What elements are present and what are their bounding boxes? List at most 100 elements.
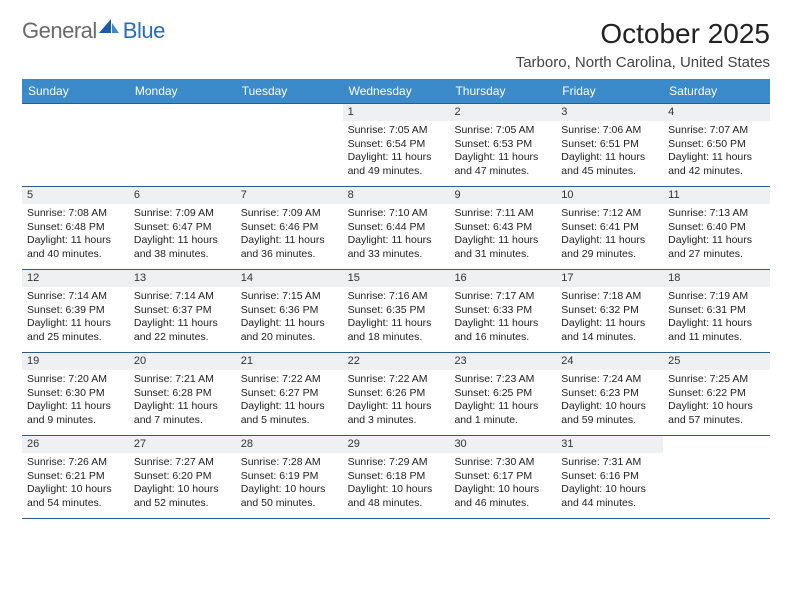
day-number: 11 [663,187,770,204]
day-details: Sunrise: 7:12 AMSunset: 6:41 PMDaylight:… [556,204,663,267]
day-details: Sunrise: 7:24 AMSunset: 6:23 PMDaylight:… [556,370,663,433]
weekday-header: Wednesday [343,79,450,103]
page-header: General Blue October 2025 Tarboro, North… [22,18,770,71]
calendar-day-cell: 14Sunrise: 7:15 AMSunset: 6:36 PMDayligh… [236,270,343,352]
day-number: 18 [663,270,770,287]
day-details: Sunrise: 7:25 AMSunset: 6:22 PMDaylight:… [663,370,770,433]
day-details: Sunrise: 7:11 AMSunset: 6:43 PMDaylight:… [449,204,556,267]
day-details: Sunrise: 7:29 AMSunset: 6:18 PMDaylight:… [343,453,450,516]
day-details: Sunrise: 7:19 AMSunset: 6:31 PMDaylight:… [663,287,770,350]
day-details: Sunrise: 7:21 AMSunset: 6:28 PMDaylight:… [129,370,236,433]
day-details: Sunrise: 7:28 AMSunset: 6:19 PMDaylight:… [236,453,343,516]
calendar-day-cell: 21Sunrise: 7:22 AMSunset: 6:27 PMDayligh… [236,353,343,435]
day-number: 9 [449,187,556,204]
calendar-empty-cell [663,436,770,518]
day-details: Sunrise: 7:07 AMSunset: 6:50 PMDaylight:… [663,121,770,184]
calendar-grid: SundayMondayTuesdayWednesdayThursdayFrid… [22,79,770,519]
calendar-day-cell: 7Sunrise: 7:09 AMSunset: 6:46 PMDaylight… [236,187,343,269]
day-number: 29 [343,436,450,453]
day-details: Sunrise: 7:18 AMSunset: 6:32 PMDaylight:… [556,287,663,350]
day-number: 26 [22,436,129,453]
calendar-day-cell: 22Sunrise: 7:22 AMSunset: 6:26 PMDayligh… [343,353,450,435]
day-number: 22 [343,353,450,370]
calendar-day-cell: 3Sunrise: 7:06 AMSunset: 6:51 PMDaylight… [556,104,663,186]
calendar-week-row: 19Sunrise: 7:20 AMSunset: 6:30 PMDayligh… [22,353,770,436]
calendar-week-row: 1Sunrise: 7:05 AMSunset: 6:54 PMDaylight… [22,103,770,187]
day-details: Sunrise: 7:09 AMSunset: 6:47 PMDaylight:… [129,204,236,267]
day-details: Sunrise: 7:06 AMSunset: 6:51 PMDaylight:… [556,121,663,184]
calendar-day-cell: 16Sunrise: 7:17 AMSunset: 6:33 PMDayligh… [449,270,556,352]
day-details: Sunrise: 7:27 AMSunset: 6:20 PMDaylight:… [129,453,236,516]
calendar-day-cell: 31Sunrise: 7:31 AMSunset: 6:16 PMDayligh… [556,436,663,518]
weekday-header: Sunday [22,79,129,103]
day-number: 10 [556,187,663,204]
logo-text-general: General [22,18,97,44]
day-details: Sunrise: 7:16 AMSunset: 6:35 PMDaylight:… [343,287,450,350]
calendar-header-row: SundayMondayTuesdayWednesdayThursdayFrid… [22,79,770,103]
calendar-day-cell: 2Sunrise: 7:05 AMSunset: 6:53 PMDaylight… [449,104,556,186]
month-title: October 2025 [516,18,770,50]
calendar-day-cell: 9Sunrise: 7:11 AMSunset: 6:43 PMDaylight… [449,187,556,269]
calendar-day-cell: 26Sunrise: 7:26 AMSunset: 6:21 PMDayligh… [22,436,129,518]
day-number: 25 [663,353,770,370]
day-number: 27 [129,436,236,453]
calendar-empty-cell [129,104,236,186]
day-details: Sunrise: 7:17 AMSunset: 6:33 PMDaylight:… [449,287,556,350]
day-details: Sunrise: 7:31 AMSunset: 6:16 PMDaylight:… [556,453,663,516]
calendar-day-cell: 1Sunrise: 7:05 AMSunset: 6:54 PMDaylight… [343,104,450,186]
day-number: 17 [556,270,663,287]
day-details: Sunrise: 7:14 AMSunset: 6:39 PMDaylight:… [22,287,129,350]
title-block: October 2025 Tarboro, North Carolina, Un… [516,18,770,71]
day-number: 13 [129,270,236,287]
calendar-day-cell: 15Sunrise: 7:16 AMSunset: 6:35 PMDayligh… [343,270,450,352]
day-number: 19 [22,353,129,370]
calendar-day-cell: 13Sunrise: 7:14 AMSunset: 6:37 PMDayligh… [129,270,236,352]
day-details: Sunrise: 7:22 AMSunset: 6:27 PMDaylight:… [236,370,343,433]
calendar-empty-cell [22,104,129,186]
calendar-day-cell: 12Sunrise: 7:14 AMSunset: 6:39 PMDayligh… [22,270,129,352]
weekday-header: Monday [129,79,236,103]
calendar-day-cell: 5Sunrise: 7:08 AMSunset: 6:48 PMDaylight… [22,187,129,269]
calendar-day-cell: 4Sunrise: 7:07 AMSunset: 6:50 PMDaylight… [663,104,770,186]
day-number: 3 [556,104,663,121]
calendar-day-cell: 18Sunrise: 7:19 AMSunset: 6:31 PMDayligh… [663,270,770,352]
day-number: 20 [129,353,236,370]
day-number: 23 [449,353,556,370]
weekday-header: Tuesday [236,79,343,103]
day-details: Sunrise: 7:22 AMSunset: 6:26 PMDaylight:… [343,370,450,433]
day-number: 7 [236,187,343,204]
day-details: Sunrise: 7:13 AMSunset: 6:40 PMDaylight:… [663,204,770,267]
day-details: Sunrise: 7:14 AMSunset: 6:37 PMDaylight:… [129,287,236,350]
day-number: 12 [22,270,129,287]
day-details: Sunrise: 7:26 AMSunset: 6:21 PMDaylight:… [22,453,129,516]
day-details: Sunrise: 7:30 AMSunset: 6:17 PMDaylight:… [449,453,556,516]
day-details: Sunrise: 7:10 AMSunset: 6:44 PMDaylight:… [343,204,450,267]
day-number: 30 [449,436,556,453]
calendar-day-cell: 19Sunrise: 7:20 AMSunset: 6:30 PMDayligh… [22,353,129,435]
weekday-header: Saturday [663,79,770,103]
day-details: Sunrise: 7:05 AMSunset: 6:54 PMDaylight:… [343,121,450,184]
day-number: 28 [236,436,343,453]
day-number: 24 [556,353,663,370]
calendar-day-cell: 20Sunrise: 7:21 AMSunset: 6:28 PMDayligh… [129,353,236,435]
day-number: 31 [556,436,663,453]
location-text: Tarboro, North Carolina, United States [516,54,770,71]
day-details: Sunrise: 7:08 AMSunset: 6:48 PMDaylight:… [22,204,129,267]
calendar-day-cell: 27Sunrise: 7:27 AMSunset: 6:20 PMDayligh… [129,436,236,518]
day-number: 15 [343,270,450,287]
day-details: Sunrise: 7:20 AMSunset: 6:30 PMDaylight:… [22,370,129,433]
day-number: 16 [449,270,556,287]
day-details: Sunrise: 7:09 AMSunset: 6:46 PMDaylight:… [236,204,343,267]
day-number: 14 [236,270,343,287]
day-details: Sunrise: 7:05 AMSunset: 6:53 PMDaylight:… [449,121,556,184]
calendar-day-cell: 28Sunrise: 7:28 AMSunset: 6:19 PMDayligh… [236,436,343,518]
calendar-day-cell: 6Sunrise: 7:09 AMSunset: 6:47 PMDaylight… [129,187,236,269]
calendar-week-row: 5Sunrise: 7:08 AMSunset: 6:48 PMDaylight… [22,187,770,270]
logo-sail-icon [97,17,121,37]
day-number: 8 [343,187,450,204]
day-number: 21 [236,353,343,370]
calendar-day-cell: 11Sunrise: 7:13 AMSunset: 6:40 PMDayligh… [663,187,770,269]
calendar-page: General Blue October 2025 Tarboro, North… [0,0,792,537]
calendar-week-row: 26Sunrise: 7:26 AMSunset: 6:21 PMDayligh… [22,436,770,519]
logo-text-blue: Blue [123,18,165,44]
